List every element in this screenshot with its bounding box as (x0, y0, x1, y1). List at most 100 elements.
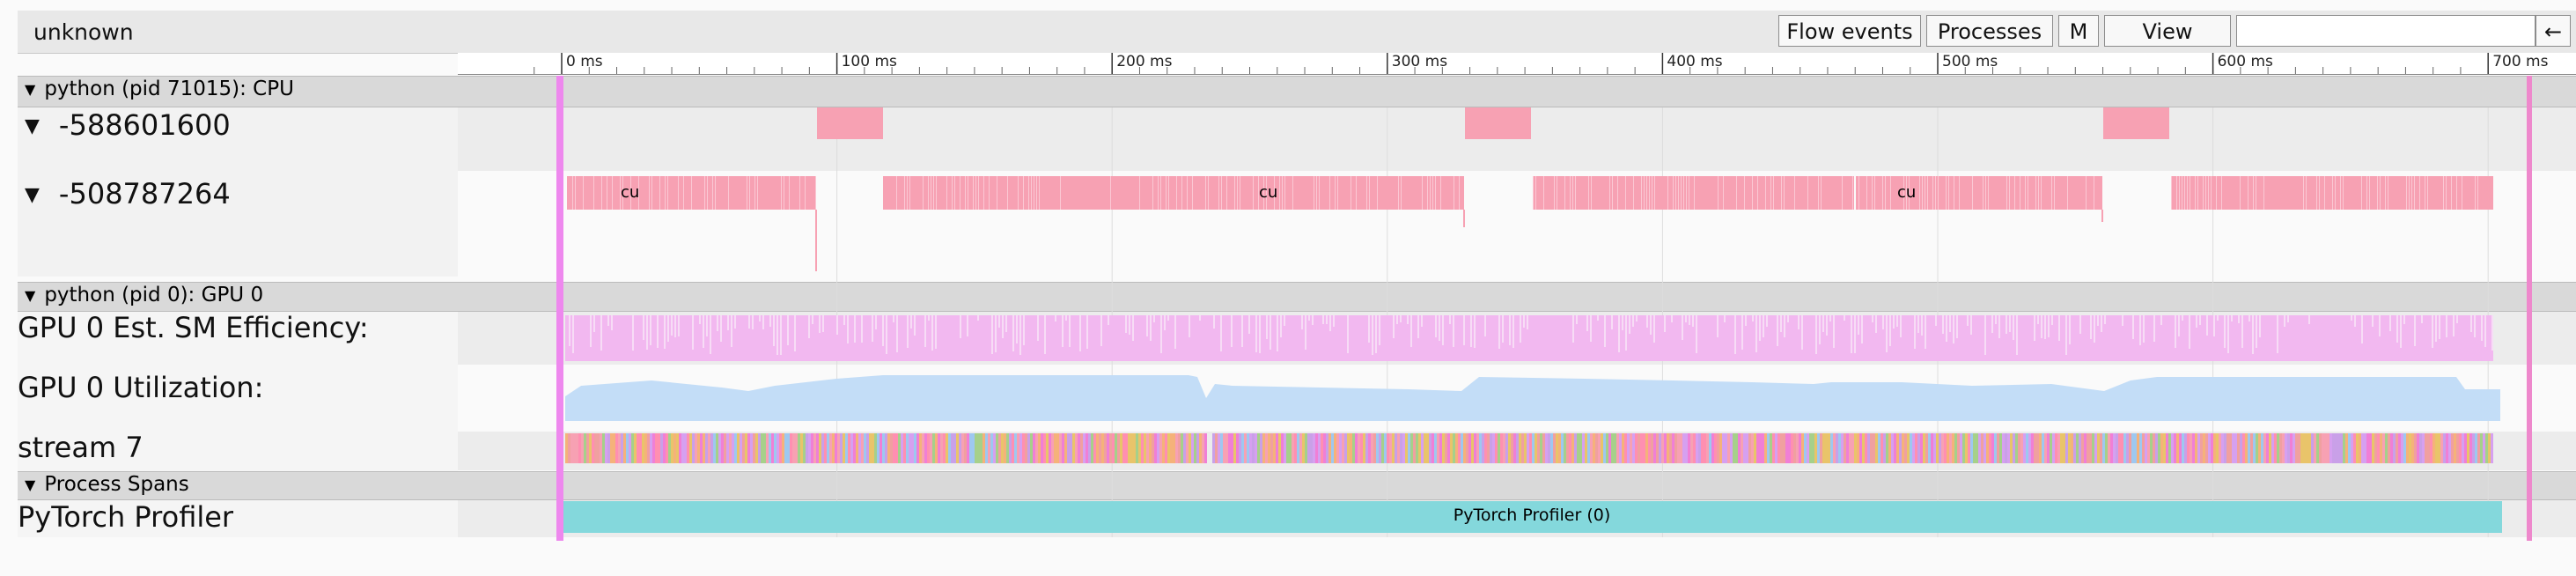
kernel-slice[interactable] (1125, 433, 1128, 463)
kernel-slice[interactable] (2483, 433, 2485, 463)
kernel-slice[interactable] (1849, 433, 1851, 463)
kernel-slice[interactable] (877, 433, 880, 463)
kernel-slice[interactable] (2013, 433, 2015, 463)
kernel-slice[interactable] (600, 433, 602, 463)
kernel-slice[interactable] (2116, 433, 2118, 463)
kernel-slice[interactable] (647, 433, 650, 463)
kernel-slice[interactable] (1783, 433, 1785, 463)
kernel-slice[interactable] (803, 433, 806, 463)
kernel-slice[interactable] (1970, 433, 1973, 463)
kernel-slice[interactable] (1397, 433, 1400, 463)
kernel-slice[interactable] (2364, 433, 2366, 463)
kernel-slice[interactable] (1867, 433, 1870, 463)
kernel-slice[interactable] (784, 433, 787, 463)
kernel-slice[interactable] (1503, 433, 1505, 463)
kernel-slice[interactable] (1096, 433, 1099, 463)
kernel-slice[interactable] (637, 433, 639, 463)
kernel-slice[interactable] (1196, 433, 1199, 463)
kernel-slice[interactable] (1590, 433, 1593, 463)
kernel-slice[interactable] (1136, 433, 1138, 463)
kernel-slice[interactable] (734, 433, 737, 463)
kernel-slice[interactable] (2388, 433, 2390, 463)
kernel-slice[interactable] (1233, 433, 1236, 463)
kernel-slice[interactable] (1239, 433, 1241, 463)
kernel-slice[interactable] (2216, 433, 2219, 463)
kernel-slice[interactable] (1315, 433, 1318, 463)
kernel-slice[interactable] (1508, 433, 1511, 463)
kernel-slice[interactable] (969, 433, 972, 463)
kernel-slice[interactable] (2234, 433, 2237, 463)
kernel-slice[interactable] (922, 433, 924, 463)
kernel-slice[interactable] (1112, 433, 1115, 463)
kernel-slice[interactable] (1558, 433, 1561, 463)
kernel-slice[interactable] (1252, 433, 1255, 463)
kernel-slice[interactable] (1321, 433, 1323, 463)
kernel-slice[interactable] (2147, 433, 2150, 463)
kernel-slice[interactable] (2380, 433, 2382, 463)
search-input[interactable] (2236, 15, 2536, 47)
kernel-slice[interactable] (692, 433, 695, 463)
kernel-slice[interactable] (1561, 433, 1564, 463)
time-ruler[interactable]: 0 ms 100 ms 200 ms 300 ms 400 ms 500 ms 600 ms… (458, 53, 2576, 75)
kernel-slice[interactable] (1812, 433, 1814, 463)
kernel-slice[interactable] (856, 433, 858, 463)
kernel-slice[interactable] (2456, 433, 2459, 463)
kernel-slice[interactable] (1598, 433, 1601, 463)
kernel-slice[interactable] (1336, 433, 1339, 463)
kernel-slice[interactable] (1307, 433, 1310, 463)
kernel-slice[interactable] (2351, 433, 2353, 463)
kernel-slice[interactable] (2208, 433, 2211, 463)
kernel-slice[interactable] (750, 433, 753, 463)
kernel-slice[interactable] (1476, 433, 1479, 463)
kernel-slice[interactable] (1828, 433, 1830, 463)
process-span[interactable]: PyTorch Profiler (0) (562, 501, 2502, 533)
kernel-slice[interactable] (1099, 433, 1101, 463)
kernel-slice[interactable] (2290, 433, 2293, 463)
kernel-slice[interactable] (1249, 433, 1252, 463)
kernel-slice[interactable] (988, 433, 990, 463)
kernel-slice[interactable] (1577, 433, 1579, 463)
kernel-slice[interactable] (1775, 433, 1777, 463)
kernel-slice[interactable] (1358, 433, 1360, 463)
kernel-slice[interactable] (2057, 433, 2060, 463)
kernel-slice[interactable] (2248, 433, 2250, 463)
kernel-slice[interactable] (2050, 433, 2052, 463)
kernel-slice[interactable] (2311, 433, 2314, 463)
kernel-slice[interactable] (932, 433, 935, 463)
kernel-slice[interactable] (2221, 433, 2224, 463)
kernel-slice[interactable] (586, 433, 589, 463)
kernel-slice[interactable] (1186, 433, 1189, 463)
kernel-slice[interactable] (2015, 433, 2018, 463)
kernel-slice[interactable] (2432, 433, 2435, 463)
kernel-slice[interactable] (621, 433, 623, 463)
kernel-slice[interactable] (1326, 433, 1328, 463)
kernel-slice[interactable] (2462, 433, 2464, 463)
kernel-slice[interactable] (2232, 433, 2234, 463)
kernel-slice[interactable] (1093, 433, 1096, 463)
kernel-slice[interactable] (1917, 433, 1920, 463)
kernel-slice[interactable] (1421, 433, 1424, 463)
kernel-slice[interactable] (961, 433, 964, 463)
kernel-slice[interactable] (1466, 433, 1468, 463)
kernel-slice[interactable] (1310, 433, 1313, 463)
kernel-slice[interactable] (681, 433, 684, 463)
kernel-slice[interactable] (1743, 433, 1746, 463)
kernel-slice[interactable] (631, 433, 634, 463)
kernel-slice[interactable] (724, 433, 726, 463)
kernel-slice[interactable] (1748, 433, 1751, 463)
kernel-slice[interactable] (2295, 433, 2298, 463)
kernel-slice[interactable] (2374, 433, 2377, 463)
kernel-slice[interactable] (1645, 433, 1648, 463)
kernel-slice[interactable] (2242, 433, 2245, 463)
expand-caret-icon[interactable]: ▼ (25, 115, 40, 137)
kernel-slice[interactable] (2010, 433, 2013, 463)
kernel-slice[interactable] (1735, 433, 1738, 463)
kernel-slice[interactable] (1318, 433, 1321, 463)
kernel-slice[interactable] (943, 433, 946, 463)
kernel-slice[interactable] (2087, 433, 2089, 463)
kernel-slice[interactable] (2203, 433, 2205, 463)
kernel-slice[interactable] (1228, 433, 1231, 463)
kernel-slice[interactable] (916, 433, 919, 463)
kernel-slice[interactable] (2308, 433, 2311, 463)
kernel-slice[interactable] (1791, 433, 1793, 463)
